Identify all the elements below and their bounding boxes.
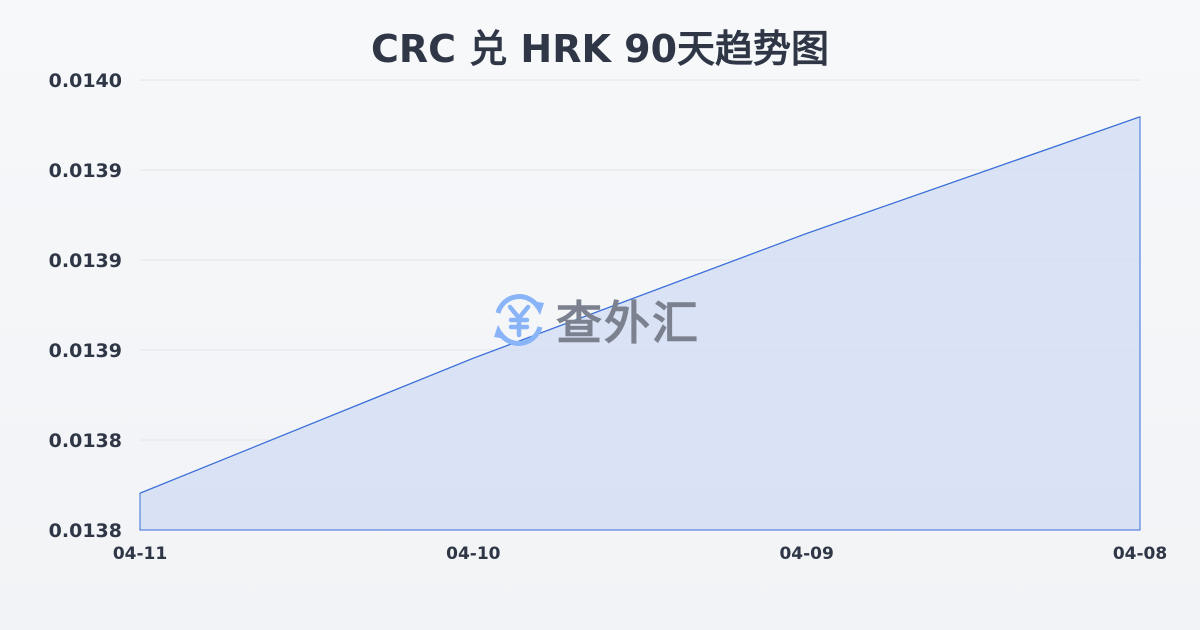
series-line <box>139 116 1141 494</box>
y-tick-label: 0.0139 <box>49 160 122 182</box>
y-tick-label: 0.0139 <box>49 340 122 362</box>
watermark-text: 查外汇 <box>556 296 700 350</box>
x-tick-label: 04-08 <box>1113 544 1167 564</box>
y-tick-label: 0.0138 <box>49 520 122 542</box>
watermark: 查外汇 <box>488 287 700 353</box>
x-tick-label: 04-11 <box>113 544 167 564</box>
yen-exchange-icon <box>494 294 544 346</box>
chart-title: CRC 兑 HRK 90天趋势图 <box>370 27 830 71</box>
y-tick-label: 0.0140 <box>49 70 122 92</box>
x-tick-label: 04-09 <box>779 544 833 564</box>
x-tick-label: 04-10 <box>446 544 501 564</box>
y-tick-label: 0.0139 <box>49 250 122 272</box>
y-tick-label: 0.0138 <box>49 430 122 452</box>
